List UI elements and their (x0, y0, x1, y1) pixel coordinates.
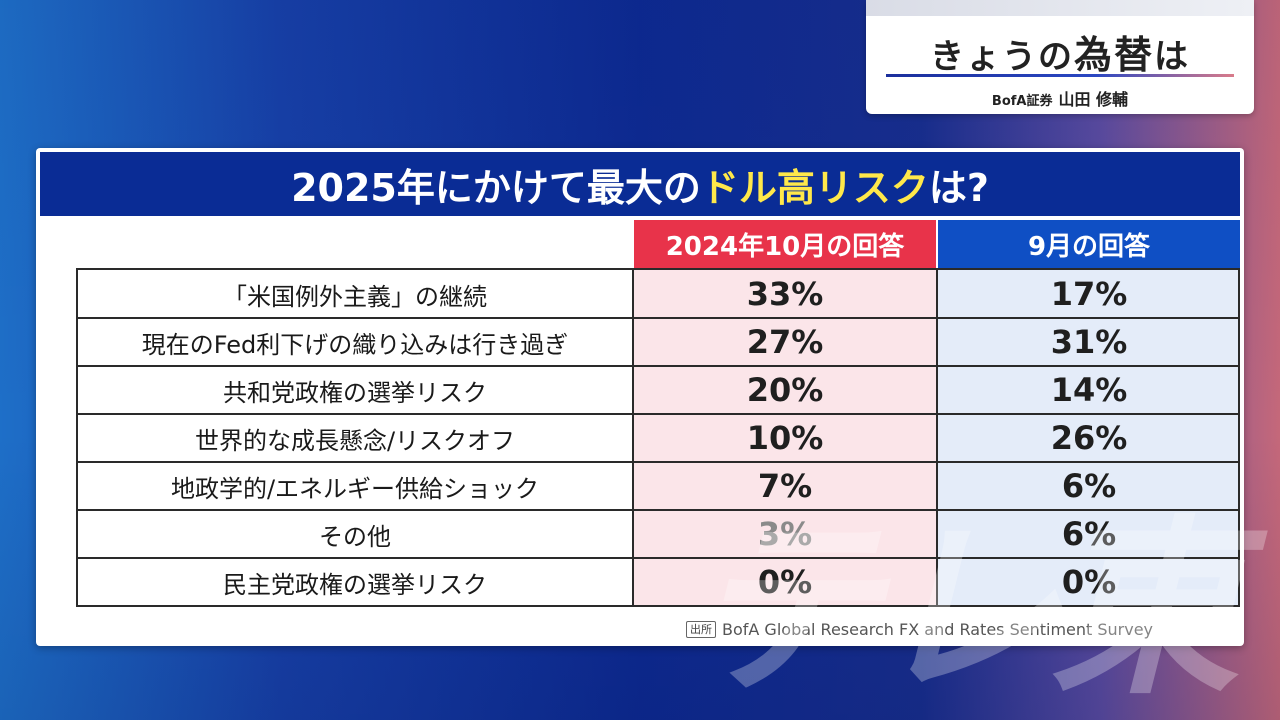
cell-oct-value: 7% (634, 462, 936, 510)
source-note: 出所 BofA Global Research FX and Rates Sen… (686, 620, 1153, 639)
grid-line-horizontal (76, 461, 1240, 463)
table-row: 共和党政権の選挙リスク 20% 14% (76, 366, 1240, 414)
table-row: 現在のFed利下げの織り込みは行き過ぎ 27% 31% (76, 318, 1240, 366)
data-label: 6% (1061, 467, 1117, 505)
cell-sep-value: 6% (938, 510, 1240, 558)
commentator-name: 山田 修輔 (1058, 90, 1129, 109)
headline: 2025年にかけて最大の ドル高リスク は? (40, 152, 1240, 216)
column-header-2: 9月の回答 (938, 220, 1240, 268)
row-label: 世界的な成長懸念/リスクオフ (78, 414, 632, 462)
grid-line-vertical (936, 268, 938, 607)
data-label: 0% (1061, 563, 1117, 601)
source-tag: 出所 (686, 621, 716, 638)
cell-sep-value: 6% (938, 462, 1240, 510)
data-label: 0% (757, 563, 813, 601)
row-label: その他 (78, 510, 632, 558)
grid-line-horizontal (76, 605, 1240, 607)
column-header-1: 2024年10月の回答 (634, 220, 936, 268)
table-row: その他 3% 6% (76, 510, 1240, 558)
row-label: 民主党政権の選挙リスク (78, 558, 632, 606)
cell-oct-value: 0% (634, 558, 936, 606)
segment-title: きょうの為替は (866, 24, 1254, 79)
table-row: 民主党政権の選挙リスク 0% 0% (76, 558, 1240, 606)
grid-line-horizontal (76, 268, 1240, 270)
data-label: 17% (1050, 275, 1128, 313)
cell-oct-value: 20% (634, 366, 936, 414)
row-label: 共和党政権の選挙リスク (78, 366, 632, 414)
cell-oct-value: 33% (634, 270, 936, 318)
survey-table: 2024年10月の回答 9月の回答「米国例外主義」の継続 33% 17% 現在のFed利… (76, 220, 1240, 614)
data-label: 14% (1050, 371, 1128, 409)
segment-title-card: きょうの為替は BofA証券 山田 修輔 (866, 0, 1254, 114)
card-top-strip (866, 0, 1254, 16)
data-label: 26% (1050, 419, 1128, 457)
cell-sep-value: 17% (938, 270, 1240, 318)
row-label: 「米国例外主義」の継続 (78, 270, 632, 318)
commentator-caption: BofA証券 山田 修輔 (866, 86, 1254, 110)
cell-sep-value: 26% (938, 414, 1240, 462)
grid-line-horizontal (76, 365, 1240, 367)
headline-accent: ドル高リスク (700, 165, 929, 210)
grid-line-horizontal (76, 413, 1240, 415)
grid-line-horizontal (76, 557, 1240, 559)
segment-title-main: 為替 (1073, 33, 1154, 77)
main-panel: 2025年にかけて最大の ドル高リスク は? 2024年10月の回答 9月の回答 「米国… (36, 148, 1244, 646)
cell-sep-value: 14% (938, 366, 1240, 414)
data-label: 31% (1050, 323, 1128, 361)
cell-sep-value: 0% (938, 558, 1240, 606)
data-label: 33% (746, 275, 824, 313)
grid-line-vertical (76, 268, 78, 607)
cell-oct-value: 27% (634, 318, 936, 366)
commentator-firm: BofA証券 (991, 94, 1053, 109)
row-label: 地政学的/エネルギー供給ショック (78, 462, 632, 510)
table-row: 地政学的/エネルギー供給ショック 7% 6% (76, 462, 1240, 510)
headline-part2: は? (928, 165, 989, 210)
headline-part1: 2025年にかけて最大の (291, 165, 701, 210)
segment-title-suffix: は (1154, 37, 1190, 77)
data-label: 20% (746, 371, 824, 409)
cell-oct-value: 3% (634, 510, 936, 558)
data-label: 7% (757, 467, 813, 505)
segment-title-prefix: きょうの (929, 37, 1074, 77)
table-row: 世界的な成長懸念/リスクオフ 10% 26% (76, 414, 1240, 462)
grid-line-vertical (632, 268, 634, 607)
title-underline (886, 74, 1234, 77)
cell-oct-value: 10% (634, 414, 936, 462)
table-row: 「米国例外主義」の継続 33% 17% (76, 270, 1240, 318)
data-label: 27% (746, 323, 824, 361)
grid-line-horizontal (76, 317, 1240, 319)
source-text: BofA Global Research FX and Rates Sentim… (722, 620, 1154, 639)
data-label: 6% (1061, 515, 1117, 553)
grid-line-horizontal (76, 509, 1240, 511)
cell-sep-value: 31% (938, 318, 1240, 366)
data-label: 10% (746, 419, 824, 457)
data-label: 3% (757, 515, 813, 553)
row-label: 現在のFed利下げの織り込みは行き過ぎ (78, 318, 632, 366)
grid-line-vertical (1238, 268, 1240, 607)
